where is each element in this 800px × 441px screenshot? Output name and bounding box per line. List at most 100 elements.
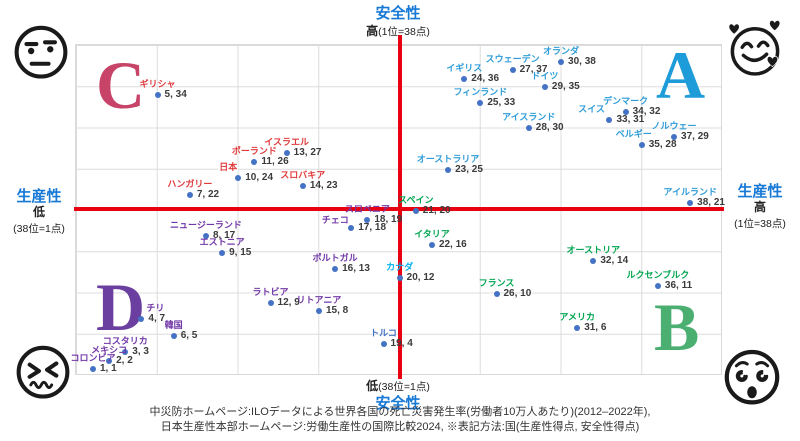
data-point-dot <box>332 266 339 273</box>
data-point-dot <box>364 216 371 223</box>
data-point-label: ハンガリー <box>167 178 213 189</box>
source-note-line2: 日本生産性本部ホームページ:労働生産性の国際比較2024, ※表記方法:国(生産… <box>160 421 640 433</box>
data-point-label: コスタリカ <box>102 336 148 347</box>
data-point-value: 31, 6 <box>584 321 607 333</box>
data-point-value: 13, 27 <box>293 147 322 159</box>
data-point-label: オランダ <box>543 45 580 56</box>
data-point-dot <box>461 75 468 82</box>
data-point-value: 35, 28 <box>648 138 677 150</box>
data-point-value: 23, 25 <box>455 163 483 175</box>
data-point-dot <box>396 274 403 281</box>
y-axis-low-note: (38位=1点) <box>378 381 430 393</box>
data-point-value: 18, 19 <box>374 213 403 225</box>
data-point-dot <box>606 117 613 123</box>
data-point-label: アメリカ <box>559 311 595 322</box>
data-point-dot <box>574 324 581 331</box>
neutral-face-icon <box>12 22 70 80</box>
quadrant-letter-d: D <box>96 269 146 345</box>
data-point-label: スウェーデン <box>485 54 540 65</box>
data-point-value: 16, 13 <box>342 263 370 275</box>
source-note-line1: 中災防ホームページ:ILOデータによる世界各国の死亡災害発生率(労働者10万人あ… <box>149 406 651 418</box>
data-point-value: 17, 18 <box>358 221 387 233</box>
data-point-dot <box>477 100 484 107</box>
data-point-label: ドイツ <box>531 70 559 81</box>
source-note: 中災防ホームページ:ILOデータによる世界各国の死亡災害発生率(労働者10万人あ… <box>0 405 800 435</box>
data-point-label: メキシコ <box>91 344 128 355</box>
data-point-label: ノルウェー <box>651 120 697 131</box>
data-point-label: 日本 <box>218 162 239 173</box>
x-axis-title-right: 生産性 <box>737 183 783 200</box>
y-axis-line <box>397 35 402 379</box>
data-point-label: エストニア <box>199 236 245 247</box>
data-point-label: スロベニア <box>344 203 390 214</box>
data-point-value: 15, 8 <box>325 304 349 316</box>
data-point-dot <box>283 150 290 157</box>
data-point-value: 25, 33 <box>487 97 516 109</box>
data-point-dot <box>380 341 387 348</box>
data-point-dot <box>267 299 274 306</box>
plot-area: A B C D 30, 38 オランダ 27, 37 スウェーデン 24, 36 イギリス… <box>70 35 725 379</box>
data-point-value: 11, 26 <box>261 155 289 167</box>
data-point-label: イスラエル <box>264 137 310 148</box>
dizzy-face-icon <box>722 346 782 406</box>
data-point-dot <box>219 249 226 256</box>
data-point-value: 37, 29 <box>681 130 709 142</box>
data-point-value: 10, 24 <box>245 172 274 184</box>
data-point-value: 19, 4 <box>390 338 413 350</box>
data-point-label: ポーランド <box>231 145 277 156</box>
quadrant-letter-c: C <box>96 47 146 123</box>
data-point-value: 4, 7 <box>148 313 166 325</box>
smiling-face-with-hearts-icon <box>726 20 784 78</box>
data-point-label: コロンビア <box>70 353 116 363</box>
data-point-label: チリ <box>146 303 165 314</box>
data-point-value: 5, 34 <box>164 89 187 101</box>
data-point-label: ベルギー <box>615 128 652 139</box>
data-point-dot <box>154 92 161 99</box>
y-axis-high-label: 高 <box>366 24 379 38</box>
y-axis-title-bottom: 安全性 <box>375 395 421 412</box>
data-point-dot <box>525 125 532 132</box>
y-axis-high-note: (1位=38点) <box>378 26 430 38</box>
y-axis-caption-top: 安全性 高(1位=38点) <box>318 5 478 40</box>
data-point-value: 3, 3 <box>132 346 149 358</box>
confounded-face-icon <box>14 342 72 400</box>
data-point-label: フランス <box>478 278 515 289</box>
data-point-label: トルコ <box>370 328 397 339</box>
data-point-dot <box>106 357 113 364</box>
data-point-value: 22, 16 <box>438 238 467 250</box>
data-point-value: 33, 31 <box>616 114 645 125</box>
data-point-dot <box>251 158 258 165</box>
data-point-dot <box>186 191 193 198</box>
data-point-dot <box>445 166 452 173</box>
data-point-dot <box>638 141 645 148</box>
data-point-label: デンマーク <box>603 95 649 106</box>
x-axis-caption-right: 生産性 高 (1位=38点) <box>722 183 798 232</box>
data-point-value: 9, 15 <box>229 246 252 258</box>
data-point-dot <box>590 258 597 265</box>
data-point-value: 38, 21 <box>697 197 725 208</box>
data-point-dot <box>671 133 678 140</box>
data-point-value: 27, 37 <box>519 64 548 76</box>
data-point-label: イギリス <box>446 62 483 73</box>
data-point-value: 7, 22 <box>196 188 220 200</box>
data-point-value: 1, 1 <box>100 363 117 374</box>
data-point-dot <box>138 316 145 323</box>
data-point-value: 36, 11 <box>664 280 693 291</box>
data-point-value: 26, 10 <box>503 288 532 300</box>
x-axis-high-label: 高 <box>753 200 766 214</box>
data-point-label: ルクセンブルク <box>626 270 690 280</box>
data-point-label: ラトビア <box>252 286 289 297</box>
data-point-value: 12, 9 <box>277 296 300 308</box>
data-point-dot <box>654 283 661 289</box>
data-point-value: 14, 23 <box>309 180 338 192</box>
data-point-label: フィンランド <box>453 87 508 98</box>
data-point-label: 韓国 <box>164 319 183 330</box>
data-point-dot <box>687 200 694 206</box>
data-point-label: オーストラリア <box>416 153 480 164</box>
x-axis-low-note: (38位=1点) <box>13 223 65 235</box>
x-axis-low-label: 低 <box>32 205 45 219</box>
x-axis-caption-left: 生産性 低 (38位=1点) <box>2 188 76 237</box>
data-point-label: リトアニア <box>296 294 342 305</box>
quadrant-letter-a: A <box>656 37 706 113</box>
